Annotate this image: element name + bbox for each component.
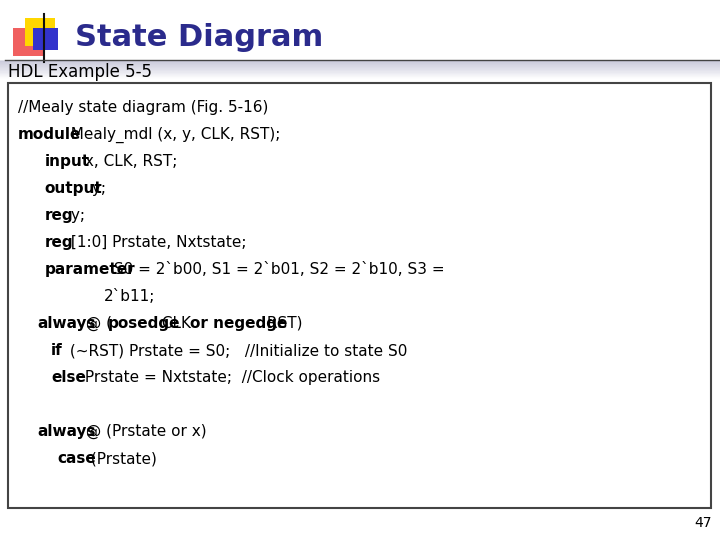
Bar — [0, 75, 720, 76]
Text: else: else — [51, 370, 86, 385]
Bar — [0, 72, 720, 74]
Bar — [0, 66, 720, 67]
Text: always: always — [38, 424, 96, 439]
Text: State Diagram: State Diagram — [75, 24, 323, 52]
FancyBboxPatch shape — [33, 28, 58, 50]
Bar — [0, 72, 720, 73]
Text: or negedge: or negedge — [190, 316, 288, 331]
FancyBboxPatch shape — [8, 83, 711, 508]
Bar — [0, 64, 720, 65]
Bar — [0, 60, 720, 61]
Text: RST): RST) — [262, 316, 302, 331]
Bar — [0, 68, 720, 69]
Text: output: output — [45, 181, 102, 196]
Text: @ (Prstate or x): @ (Prstate or x) — [81, 424, 207, 439]
Text: if: if — [51, 343, 63, 358]
Text: x, CLK, RST;: x, CLK, RST; — [80, 154, 178, 169]
Text: //Mealy state diagram (Fig. 5-16): //Mealy state diagram (Fig. 5-16) — [18, 100, 269, 115]
Bar — [0, 66, 720, 68]
Bar — [0, 67, 720, 69]
Text: @ (: @ ( — [81, 316, 112, 331]
Bar — [0, 76, 720, 77]
Bar — [0, 74, 720, 75]
Text: (Prstate): (Prstate) — [86, 451, 157, 466]
Bar — [0, 61, 720, 63]
Text: 47: 47 — [695, 516, 712, 530]
Text: posedge: posedge — [107, 316, 180, 331]
Bar — [0, 71, 720, 72]
Bar — [0, 63, 720, 64]
Text: reg: reg — [45, 235, 73, 250]
Text: case: case — [58, 451, 96, 466]
FancyBboxPatch shape — [13, 28, 43, 56]
Bar — [0, 60, 720, 62]
Bar — [0, 77, 720, 79]
Text: module: module — [18, 127, 81, 142]
Bar — [0, 69, 720, 70]
Text: parameter: parameter — [45, 262, 135, 277]
Bar — [0, 75, 720, 76]
Text: reg: reg — [45, 208, 73, 223]
Bar — [0, 77, 720, 78]
Text: S0 = 2`b00, S1 = 2`b01, S2 = 2`b10, S3 =: S0 = 2`b00, S1 = 2`b01, S2 = 2`b10, S3 = — [109, 262, 444, 277]
Text: input: input — [45, 154, 89, 169]
Bar — [0, 69, 720, 70]
Text: y;: y; — [66, 208, 85, 223]
Bar — [0, 65, 720, 66]
Bar — [0, 73, 720, 75]
Bar — [0, 76, 720, 77]
Bar — [0, 64, 720, 65]
Text: y;: y; — [87, 181, 107, 196]
Text: Mealy_mdl (x, y, CLK, RST);: Mealy_mdl (x, y, CLK, RST); — [61, 127, 280, 143]
Text: CLK: CLK — [157, 316, 196, 331]
Text: always: always — [38, 316, 96, 331]
Text: Prstate = Nxtstate;  //Clock operations: Prstate = Nxtstate; //Clock operations — [80, 370, 380, 385]
FancyBboxPatch shape — [25, 18, 55, 46]
Bar — [0, 71, 720, 72]
Text: HDL Example 5-5: HDL Example 5-5 — [8, 63, 152, 81]
Text: (~RST) Prstate = S0;   //Initialize to state S0: (~RST) Prstate = S0; //Initialize to sta… — [66, 343, 408, 358]
Bar — [0, 70, 720, 71]
Text: 2`b11;: 2`b11; — [104, 289, 156, 304]
Text: [1:0] Prstate, Nxtstate;: [1:0] Prstate, Nxtstate; — [66, 235, 246, 250]
Bar — [0, 63, 720, 64]
Bar — [0, 70, 720, 71]
Bar — [0, 65, 720, 66]
Bar — [0, 62, 720, 63]
